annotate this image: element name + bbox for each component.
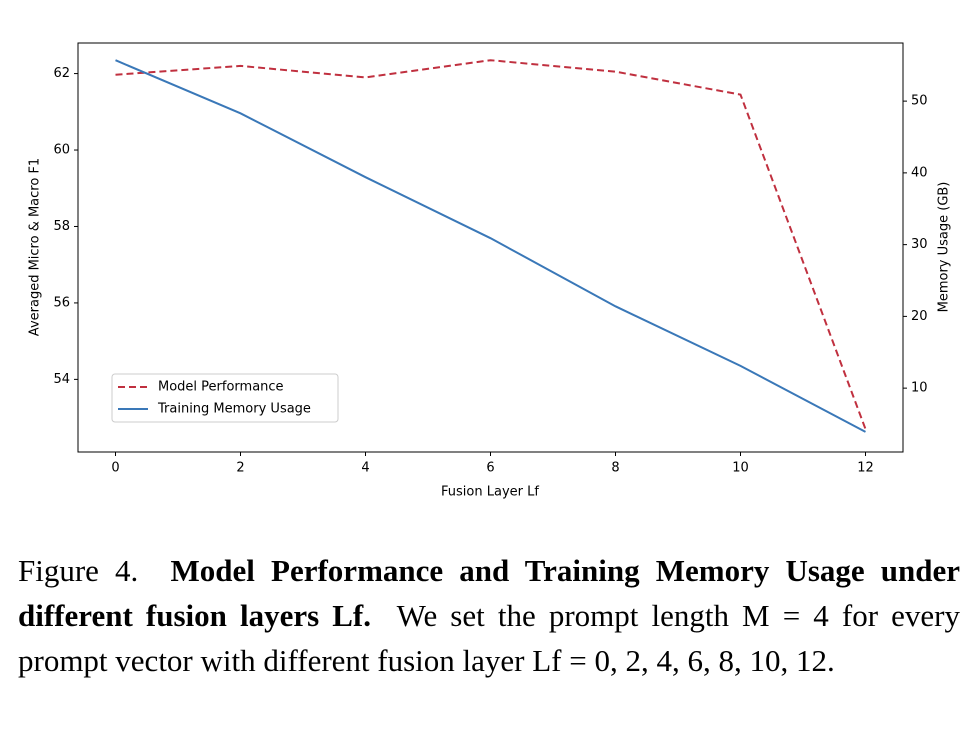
y2-axis-label: Memory Usage (GB) <box>937 182 952 313</box>
y-axis-label: Averaged Micro & Macro F1 <box>28 158 43 336</box>
y-tick-label: 54 <box>53 372 70 387</box>
x-tick-label: 4 <box>361 461 369 476</box>
x-axis-label: Fusion Layer Lf <box>441 485 539 500</box>
y2-tick-label: 20 <box>911 309 928 324</box>
x-tick-label: 8 <box>611 461 619 476</box>
caption-label: Figure 4. <box>18 553 139 588</box>
x-tick-label: 10 <box>732 461 749 476</box>
legend-label: Model Performance <box>158 380 284 395</box>
series-line <box>115 59 867 430</box>
y-tick-label: 62 <box>53 66 70 81</box>
y-tick-label: 56 <box>53 295 70 310</box>
y-tick-label: 58 <box>53 219 70 234</box>
y2-tick-label: 50 <box>911 94 928 109</box>
x-tick-label: 2 <box>236 461 244 476</box>
series-line <box>115 59 866 433</box>
x-tick-label: 12 <box>857 461 874 476</box>
x-tick-label: 0 <box>111 461 119 476</box>
chart: Fusion Layer Lf Averaged Micro & Macro F… <box>28 42 952 500</box>
legend-box <box>111 373 339 423</box>
y2-tick-label: 30 <box>911 237 928 252</box>
y-tick-label: 60 <box>53 143 70 158</box>
x-tick-label: 6 <box>486 461 494 476</box>
caption-bold: Model Performance and Training Memory Us… <box>18 553 961 633</box>
caption: Figure 4. Model Performance and Training… <box>18 548 960 683</box>
y2-tick-label: 40 <box>911 165 928 180</box>
legend-label: Training Memory Usage <box>157 402 311 417</box>
caption-text: We set the prompt length M = 4 for every… <box>18 598 960 678</box>
y2-tick-label: 10 <box>911 381 928 396</box>
